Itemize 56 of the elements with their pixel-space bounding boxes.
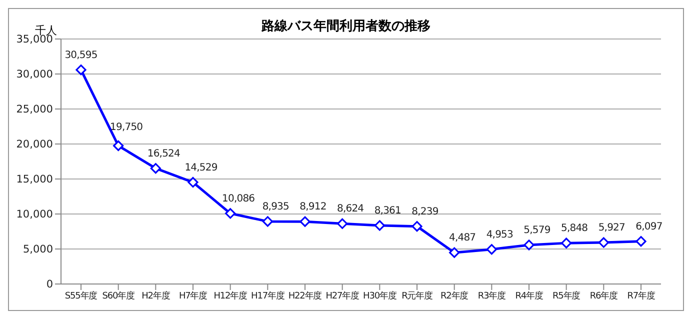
data-label: 8,912 <box>300 202 326 213</box>
y-tick-label: 20,000 <box>16 138 53 151</box>
point <box>262 216 273 227</box>
point <box>150 163 161 174</box>
data-label: 4,487 <box>449 232 476 244</box>
point <box>561 238 572 248</box>
x-tick-label: H2年度 <box>142 290 170 302</box>
data-label: 14,529 <box>184 162 218 174</box>
y-tick-label: 5,000 <box>22 244 53 256</box>
data-label: 8,361 <box>374 205 402 216</box>
data-label: 4,953 <box>486 229 514 240</box>
x-tick-label: R5年度 <box>552 290 581 302</box>
data-label: 8,935 <box>262 201 290 212</box>
x-tick-label: H17年度 <box>251 290 285 302</box>
point <box>412 221 422 232</box>
data-label: 8,624 <box>337 204 364 215</box>
x-tick-label: H7年度 <box>178 290 208 302</box>
point <box>486 244 497 255</box>
x-tick-label: R2年度 <box>440 290 469 302</box>
y-tick-label: 10,000 <box>16 208 53 221</box>
point <box>76 64 86 76</box>
point <box>300 216 310 227</box>
data-label: 5,579 <box>524 224 550 236</box>
y-tick-label: 30,000 <box>16 68 53 81</box>
chart-title: 路線バス年間利用者数の推移 <box>262 19 430 34</box>
point <box>598 237 609 248</box>
point <box>524 240 534 250</box>
data-label: 5,848 <box>561 223 588 234</box>
data-label: 6,097 <box>636 221 662 232</box>
x-tick-label: S55年度 <box>64 290 98 302</box>
x-tick-label: H12年度 <box>214 290 248 302</box>
y-tick-label: 25,000 <box>16 104 53 116</box>
data-label: 5,927 <box>598 222 626 234</box>
x-tick-label: S60年度 <box>102 290 136 302</box>
data-label: 19,750 <box>110 122 143 133</box>
point <box>188 176 198 188</box>
point <box>337 218 348 229</box>
data-label: 16,524 <box>147 148 180 160</box>
point <box>449 247 460 258</box>
point <box>225 208 236 219</box>
x-tick-label: R4年度 <box>515 290 544 302</box>
x-tick-label: R7年度 <box>627 290 656 302</box>
x-tick-label: H30年度 <box>363 290 397 302</box>
point <box>636 236 646 247</box>
x-tick-label: R6年度 <box>590 290 618 302</box>
y-tick-label: 15,000 <box>16 174 53 186</box>
data-label: 8,239 <box>412 206 438 218</box>
data-label: 30,595 <box>64 50 98 61</box>
point <box>374 220 385 231</box>
x-tick-label: R元年度 <box>402 290 434 302</box>
x-tick-label: H22年度 <box>288 290 322 302</box>
y-tick-label: 0 <box>46 278 53 291</box>
x-tick-label: R3年度 <box>478 290 506 302</box>
point <box>113 140 124 152</box>
data-label: 10,086 <box>222 193 255 204</box>
x-tick-label: H27年度 <box>326 290 360 302</box>
